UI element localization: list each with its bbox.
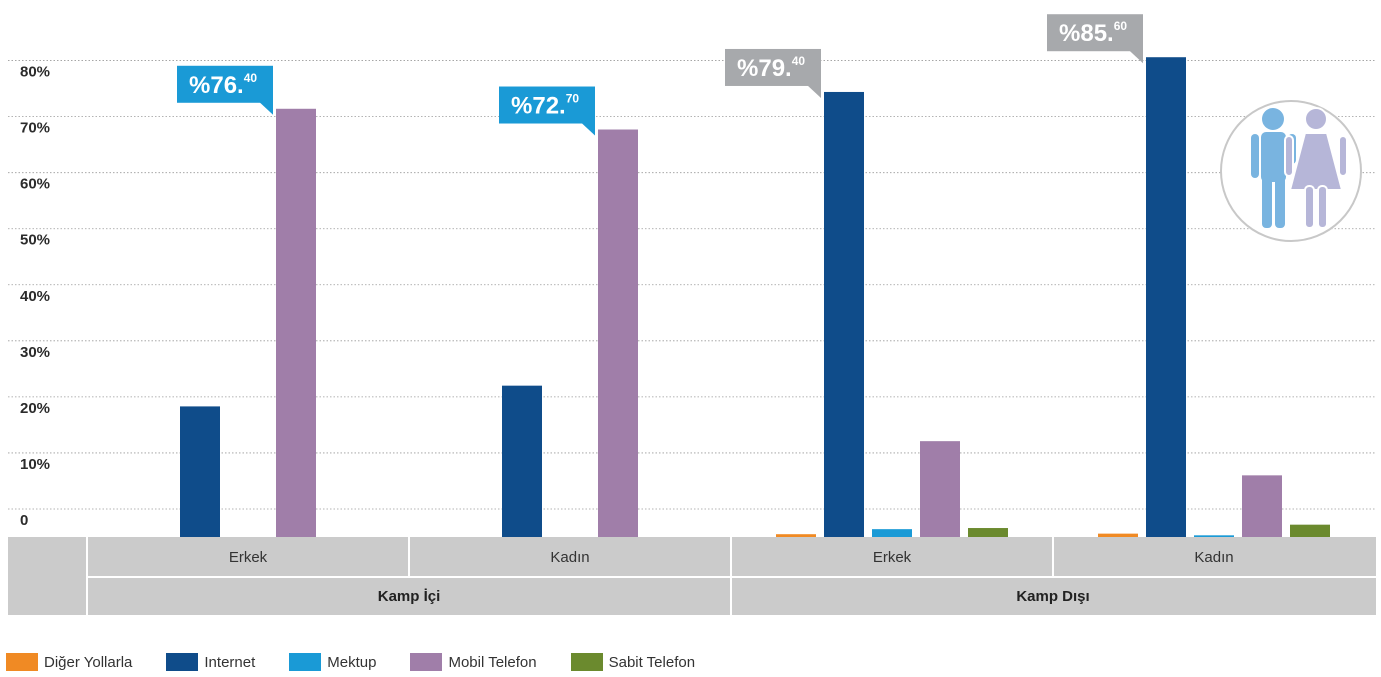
y-tick-label: 10% bbox=[20, 456, 50, 473]
bar-internet bbox=[502, 385, 542, 537]
legend-swatch bbox=[410, 653, 443, 671]
value-callout: %72.70 bbox=[499, 86, 595, 136]
legend-swatch bbox=[6, 653, 38, 671]
callout-pointer bbox=[581, 122, 595, 136]
legend-item: Internet bbox=[166, 653, 255, 671]
bar-sabit-telefon bbox=[1290, 524, 1330, 537]
legend-swatch bbox=[289, 653, 322, 671]
legend-label: Sabit Telefon bbox=[608, 653, 696, 671]
bar-mektup bbox=[1194, 535, 1234, 537]
bar-mobil-telefon bbox=[920, 441, 960, 537]
y-tick-label: 20% bbox=[20, 400, 50, 417]
bar-internet bbox=[824, 91, 864, 537]
man-woman-icon bbox=[1220, 100, 1362, 242]
x-category-label: Erkek bbox=[873, 549, 912, 566]
bar-sabit-telefon bbox=[968, 528, 1008, 537]
bar-internet bbox=[180, 406, 220, 537]
x-axis-table: Erkek Kadın Erkek Kadın Kamp İçi Kamp Dışı bbox=[8, 537, 1376, 615]
bar-mobil-telefon bbox=[598, 129, 638, 538]
callout-label: %76.40 bbox=[189, 71, 257, 99]
y-tick-label: 70% bbox=[20, 120, 50, 137]
bars bbox=[180, 57, 1330, 538]
value-callout: %85.60 bbox=[1047, 14, 1143, 64]
x-category-label: Kadın bbox=[1194, 549, 1233, 566]
bar-internet bbox=[1146, 57, 1186, 537]
callout-pointer bbox=[1129, 50, 1143, 64]
callout-label: %72.70 bbox=[511, 92, 579, 120]
bar-mobil-telefon bbox=[276, 108, 316, 537]
legend-item: Diğer Yollarla bbox=[6, 653, 132, 671]
legend-label: Mektup bbox=[327, 653, 377, 671]
y-tick-label: 60% bbox=[20, 176, 50, 193]
legend-label: Internet bbox=[204, 653, 256, 671]
callout-label: %79.40 bbox=[737, 54, 805, 82]
bar-mektup bbox=[872, 529, 912, 537]
x-category-label: Kadın bbox=[550, 549, 589, 566]
value-callout: %76.40 bbox=[177, 65, 273, 115]
callout-box bbox=[499, 86, 595, 124]
x-group-label: Kamp Dışı bbox=[1016, 588, 1089, 605]
callout-pointer bbox=[807, 84, 821, 98]
value-callout: %79.40 bbox=[725, 48, 821, 98]
bar-diğer-yollarla bbox=[1098, 533, 1138, 537]
legend-label: Mobil Telefon bbox=[448, 653, 537, 671]
legend-label: Diğer Yollarla bbox=[44, 653, 133, 671]
legend-item: Mobil Telefon bbox=[410, 653, 537, 671]
callout-label: %85.60 bbox=[1059, 19, 1127, 47]
x-group-label: Kamp İçi bbox=[378, 588, 441, 605]
bar-diğer-yollarla bbox=[776, 534, 816, 537]
y-tick-label: 30% bbox=[20, 344, 50, 361]
value-callouts: %76.40 %72.70 %79.40 %85.60 bbox=[177, 14, 1143, 136]
legend-swatch bbox=[570, 653, 603, 671]
callout-pointer bbox=[259, 101, 273, 115]
x-category-label: Erkek bbox=[229, 549, 268, 566]
y-tick-label: 0 bbox=[20, 512, 28, 529]
callout-box bbox=[725, 48, 821, 86]
legend: Diğer Yollarla Internet Mektup Mobil Telefo… bbox=[6, 649, 729, 675]
bar-mobil-telefon bbox=[1242, 475, 1282, 537]
legend-swatch bbox=[166, 653, 199, 671]
y-tick-label: 80% bbox=[20, 64, 50, 81]
y-axis: 0 10% 20% 30% 40% 50% 60% 70% 80% bbox=[20, 64, 50, 529]
gridlines bbox=[8, 60, 1376, 510]
y-tick-label: 50% bbox=[20, 232, 50, 249]
legend-item: Mektup bbox=[289, 653, 376, 671]
bar-chart: 010%20%30%40%50%60%70%80% %76.40%72.70%7… bbox=[8, 14, 1376, 615]
legend-item: Sabit Telefon bbox=[570, 653, 696, 671]
callout-box bbox=[177, 65, 273, 103]
callout-box bbox=[1047, 14, 1143, 52]
y-tick-label: 40% bbox=[20, 288, 50, 305]
